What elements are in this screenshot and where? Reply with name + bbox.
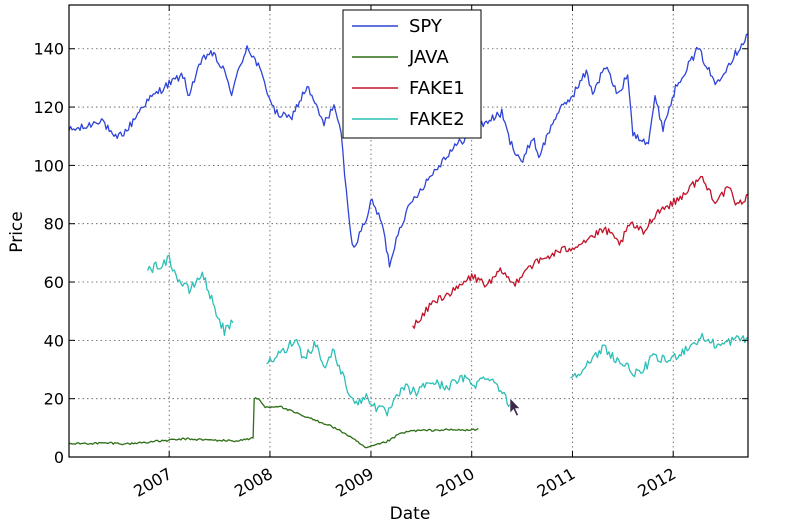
y-tick-label: 100	[33, 156, 64, 175]
series-line-fake1	[412, 175, 749, 329]
y-tick-label: 20	[44, 390, 64, 409]
y-tick-label: 80	[44, 215, 64, 234]
x-tick-label: 2009	[332, 464, 377, 501]
y-tick-label: 140	[33, 40, 64, 59]
series-line-spy	[68, 33, 749, 268]
legend-label-java: JAVA	[408, 47, 449, 68]
mouse-cursor-icon	[509, 397, 521, 417]
y-axis: 0 20 40 60 80 100 120 140	[33, 40, 748, 467]
x-axis-label: Date	[390, 504, 431, 524]
plot-frame	[68, 4, 749, 458]
x-tick-label: 2010	[433, 464, 478, 501]
legend-label-fake2: FAKE2	[409, 109, 465, 130]
legend-box	[342, 9, 482, 139]
legend-label-spy: SPY	[409, 16, 443, 37]
legend-label-fake1: FAKE1	[409, 78, 465, 99]
y-axis-label: Price	[7, 211, 27, 252]
y-tick-label: 120	[33, 98, 64, 117]
series-line-fake2	[147, 254, 749, 417]
x-tick-label: 2012	[634, 464, 679, 501]
x-tick-label: 2008	[231, 464, 276, 501]
y-tick-label: 40	[44, 331, 64, 350]
series-line-java	[68, 397, 479, 449]
legend: SPY JAVA FAKE1 FAKE2	[342, 9, 482, 139]
x-tick-label: 2011	[534, 464, 579, 501]
x-tick-label: 2007	[130, 464, 175, 501]
series-lines	[68, 33, 749, 449]
y-tick-label: 60	[44, 273, 64, 292]
y-tick-label: 0	[54, 448, 64, 467]
grid	[69, 5, 748, 458]
